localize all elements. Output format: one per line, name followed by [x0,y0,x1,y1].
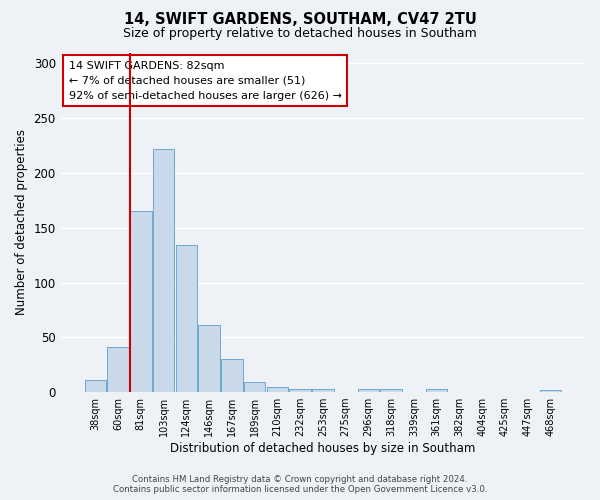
Bar [130,212,152,392]
X-axis label: Distribution of detached houses by size in Southam: Distribution of detached houses by size … [170,442,476,455]
Text: Size of property relative to detached houses in Southam: Size of property relative to detached ho… [123,28,477,40]
Bar [539,390,561,392]
Bar [244,382,265,392]
Bar [85,380,106,392]
Text: 14 SWIFT GARDENS: 82sqm
← 7% of detached houses are smaller (51)
92% of semi-det: 14 SWIFT GARDENS: 82sqm ← 7% of detached… [68,61,341,100]
Y-axis label: Number of detached properties: Number of detached properties [15,130,28,316]
Bar [107,347,129,392]
Bar [176,246,197,392]
Bar [221,359,242,392]
Bar [312,389,334,392]
Bar [426,389,448,392]
Bar [358,389,379,392]
Bar [380,389,402,392]
Bar [289,389,311,392]
Bar [198,326,220,392]
Text: 14, SWIFT GARDENS, SOUTHAM, CV47 2TU: 14, SWIFT GARDENS, SOUTHAM, CV47 2TU [124,12,476,28]
Bar [266,386,288,392]
Text: Contains HM Land Registry data © Crown copyright and database right 2024.
Contai: Contains HM Land Registry data © Crown c… [113,474,487,494]
Bar [153,149,175,392]
